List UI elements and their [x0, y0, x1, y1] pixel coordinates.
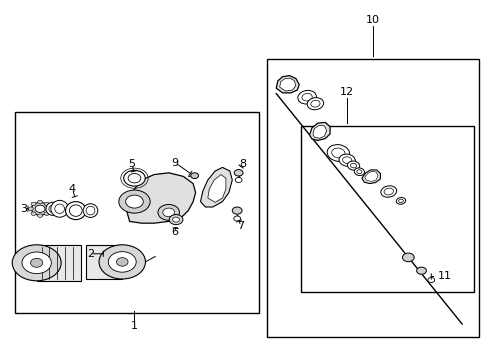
- Text: 9: 9: [171, 158, 178, 168]
- Text: 1: 1: [131, 321, 138, 331]
- Ellipse shape: [398, 199, 403, 203]
- Ellipse shape: [331, 148, 345, 158]
- Circle shape: [119, 190, 150, 213]
- Bar: [300, 126, 473, 292]
- Circle shape: [172, 217, 179, 222]
- Ellipse shape: [342, 157, 351, 164]
- Circle shape: [163, 208, 174, 217]
- Ellipse shape: [55, 204, 64, 213]
- Ellipse shape: [69, 205, 82, 216]
- Ellipse shape: [306, 98, 323, 110]
- Text: 6: 6: [171, 227, 178, 237]
- Circle shape: [158, 204, 179, 220]
- Ellipse shape: [46, 202, 60, 215]
- Circle shape: [402, 253, 413, 262]
- Circle shape: [44, 202, 49, 206]
- Ellipse shape: [86, 206, 95, 215]
- Polygon shape: [312, 125, 326, 138]
- Bar: [266, 59, 478, 337]
- Polygon shape: [309, 122, 329, 140]
- Ellipse shape: [65, 202, 86, 220]
- Text: 4: 4: [69, 184, 76, 194]
- Circle shape: [31, 212, 36, 215]
- Bar: [37, 245, 81, 281]
- Text: 3: 3: [20, 204, 27, 214]
- Circle shape: [416, 267, 426, 274]
- Ellipse shape: [49, 205, 57, 212]
- Circle shape: [169, 215, 183, 225]
- Ellipse shape: [310, 100, 319, 107]
- Polygon shape: [364, 171, 377, 181]
- Ellipse shape: [301, 93, 312, 101]
- Ellipse shape: [51, 201, 68, 217]
- Circle shape: [44, 212, 49, 215]
- Circle shape: [232, 207, 242, 214]
- Text: 10: 10: [365, 15, 379, 25]
- Bar: [85, 245, 122, 279]
- Text: 7: 7: [237, 221, 244, 231]
- Ellipse shape: [326, 145, 349, 161]
- Circle shape: [28, 207, 33, 211]
- Circle shape: [233, 216, 240, 221]
- Circle shape: [12, 245, 61, 281]
- Circle shape: [125, 195, 143, 208]
- Circle shape: [38, 214, 42, 217]
- Circle shape: [47, 207, 52, 211]
- Polygon shape: [127, 173, 195, 223]
- Circle shape: [22, 252, 51, 274]
- Polygon shape: [361, 170, 380, 184]
- Circle shape: [190, 173, 198, 179]
- Circle shape: [128, 174, 141, 183]
- Polygon shape: [276, 76, 299, 93]
- Ellipse shape: [350, 163, 356, 168]
- Text: 2: 2: [87, 249, 94, 259]
- Ellipse shape: [383, 188, 393, 195]
- Text: 5: 5: [128, 159, 135, 169]
- Ellipse shape: [380, 186, 396, 197]
- Ellipse shape: [297, 90, 316, 104]
- Circle shape: [30, 258, 43, 267]
- Ellipse shape: [346, 161, 359, 170]
- Ellipse shape: [83, 204, 98, 217]
- Ellipse shape: [395, 198, 405, 204]
- Circle shape: [234, 170, 243, 176]
- Text: 12: 12: [340, 87, 353, 97]
- Bar: [15, 112, 259, 313]
- Text: 11: 11: [437, 271, 451, 282]
- Circle shape: [123, 170, 145, 186]
- Polygon shape: [207, 175, 225, 202]
- Circle shape: [116, 258, 128, 266]
- Ellipse shape: [356, 170, 361, 174]
- Circle shape: [38, 200, 42, 204]
- Ellipse shape: [354, 168, 364, 176]
- Text: 8: 8: [239, 159, 246, 169]
- Polygon shape: [200, 167, 232, 207]
- Circle shape: [108, 252, 136, 272]
- Circle shape: [31, 202, 36, 206]
- Ellipse shape: [338, 154, 355, 166]
- Circle shape: [31, 202, 49, 215]
- Circle shape: [235, 177, 242, 183]
- Circle shape: [99, 245, 145, 279]
- Polygon shape: [279, 78, 295, 91]
- Circle shape: [35, 205, 45, 212]
- Circle shape: [427, 278, 434, 283]
